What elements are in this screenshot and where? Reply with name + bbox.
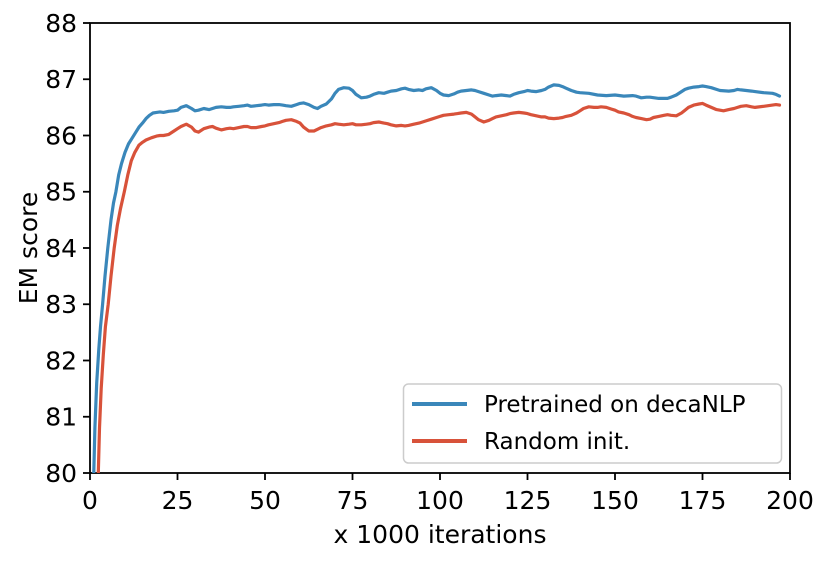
legend-label-1: Random init. [484,429,630,455]
y-tick-label: 84 [45,234,77,263]
legend-entries: Pretrained on decaNLP Random init. [412,392,746,455]
y-tick-label: 82 [45,346,77,375]
x-tick-label: 75 [337,486,369,515]
legend-label-0: Pretrained on decaNLP [484,392,746,418]
y-tick-label: 83 [45,290,77,319]
x-axis-ticks: 0 25 50 75 100 125 150 175 200 [82,473,814,515]
x-tick-label: 50 [249,486,281,515]
x-tick-label: 200 [766,486,814,515]
x-tick-label: 125 [504,486,552,515]
legend-box [402,383,783,464]
y-axis-title: EM score [14,192,43,305]
x-tick-label: 150 [591,486,639,515]
x-tick-label: 0 [82,486,98,515]
x-tick-label: 100 [416,486,464,515]
legend: Pretrained on decaNLP Random init. [402,383,783,464]
x-tick-label: 25 [162,486,194,515]
y-tick-label: 86 [45,121,77,150]
y-tick-label: 88 [45,9,77,38]
series-line-1 [96,101,782,473]
y-tick-label: 85 [45,178,77,207]
series-line-0 [92,83,782,473]
x-tick-label: 175 [679,486,727,515]
y-tick-label: 81 [45,403,77,432]
y-tick-label: 80 [45,459,77,488]
y-axis-ticks: 80 81 82 83 84 85 86 87 88 [45,9,90,488]
x-axis-title: x 1000 iterations [334,520,547,549]
series-lines [92,83,782,473]
y-tick-label: 87 [45,65,77,94]
